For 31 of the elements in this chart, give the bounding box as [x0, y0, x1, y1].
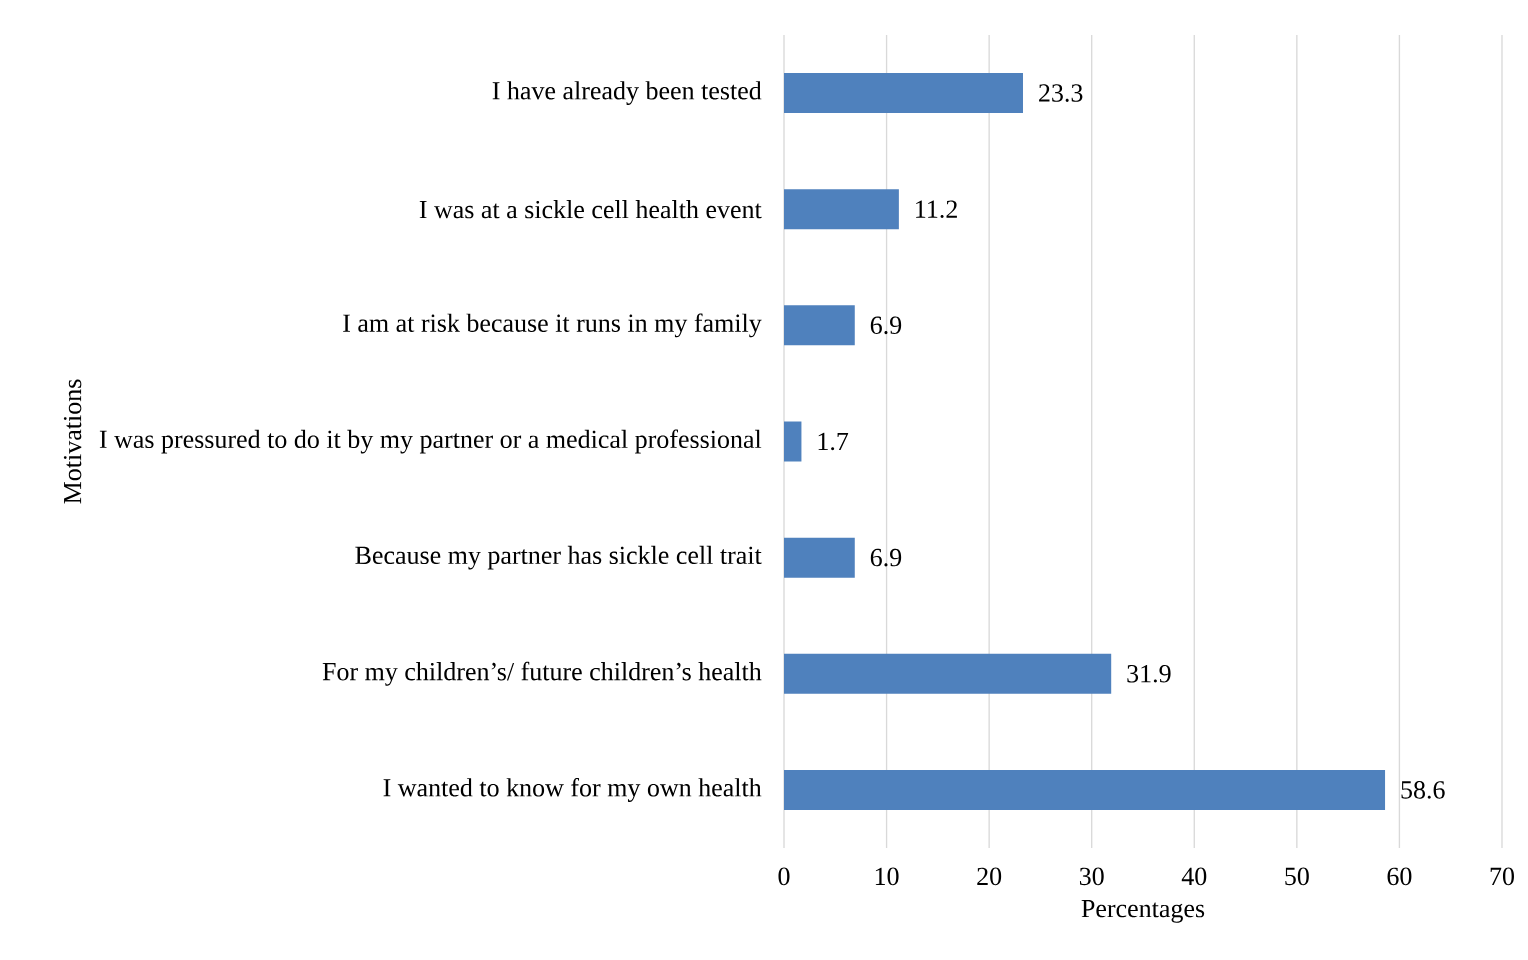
- x-tick-label: 50: [1285, 867, 1309, 886]
- x-tick-label: 0: [778, 867, 790, 886]
- y-tick-label: I was at a sickle cell health event: [419, 200, 762, 219]
- y-tick-label: I have already been tested: [492, 81, 762, 105]
- data-label: 23.3: [1039, 84, 1083, 102]
- bar: [784, 653, 1112, 694]
- x-tick-label: 60: [1387, 867, 1412, 886]
- data-label: 31.9: [1127, 665, 1171, 683]
- data-label: 1.7: [818, 432, 849, 451]
- x-tick-label: 40: [1181, 867, 1207, 886]
- bar: [784, 73, 1023, 114]
- bar: [784, 421, 802, 462]
- bar: [784, 305, 855, 346]
- y-tick-label: For my children’s/ future children’s health: [322, 661, 762, 686]
- bar: [784, 769, 1386, 810]
- data-label: 6.9: [870, 316, 902, 335]
- y-tick-label: I am at risk because it runs in my family: [343, 313, 762, 338]
- data-label: 58.6: [1401, 781, 1445, 799]
- data-label: 11.2: [916, 200, 957, 219]
- bar: [784, 537, 855, 578]
- bar: [784, 189, 899, 230]
- y-axis-title: Motivations: [63, 379, 82, 504]
- y-tick-label: I was pressured to do it by my partner or a medical professional: [99, 429, 762, 454]
- data-label: 6.9: [870, 548, 902, 567]
- x-tick-label: 30: [1079, 867, 1104, 886]
- y-tick-label: I wanted to know for my own health: [383, 777, 762, 802]
- x-tick-label: 20: [977, 867, 1002, 886]
- x-tick-label: 10: [875, 867, 899, 886]
- x-tick-label: 70: [1490, 867, 1514, 886]
- x-axis-title: Percentages: [1081, 900, 1205, 923]
- y-tick-label: Because my partner has sickle cell trait: [355, 545, 762, 570]
